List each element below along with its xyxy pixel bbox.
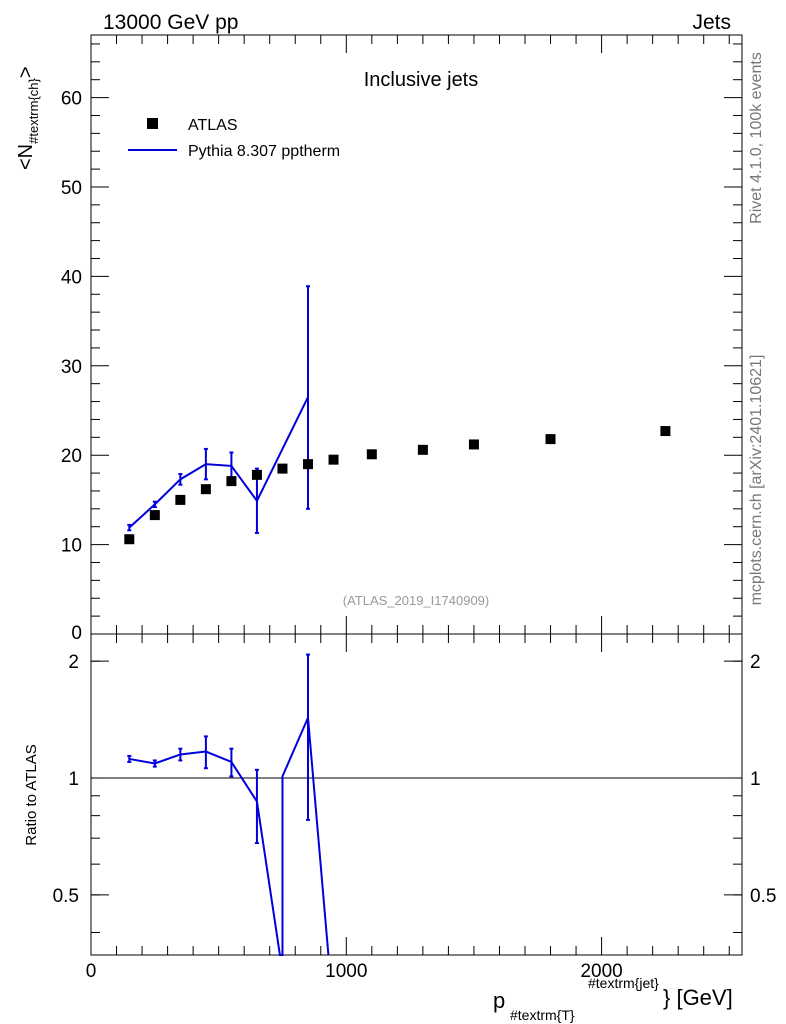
ratio-tick-label: 2 xyxy=(68,652,79,673)
ratio-tick-label-right: 2 xyxy=(750,652,761,673)
y-axis-label-main: <N xyxy=(15,144,37,170)
ratio-axis-ticks: 0.5 0.5 1 1 2 2 xyxy=(53,652,776,933)
x-tick-label: 1000 xyxy=(325,961,367,982)
rivet-label: Rivet 4.1.0, 100k events xyxy=(748,52,765,224)
x-axis-label-unit: } [GeV] xyxy=(663,985,733,1010)
y-tick-label: 0 xyxy=(71,623,82,644)
x-axis-label-sup: #textrm{jet} xyxy=(588,975,659,991)
atlas-point xyxy=(175,494,186,505)
ratio-data-layer xyxy=(127,653,330,956)
legend-pythia-label: Pythia 8.307 pptherm xyxy=(188,143,340,160)
y-tick-label: 10 xyxy=(61,536,82,557)
main-data-layer xyxy=(124,285,671,545)
header-right: Jets xyxy=(692,11,731,34)
y-tick-label: 30 xyxy=(61,357,82,378)
x-tick-label: 0 xyxy=(86,961,97,982)
pythia-line xyxy=(128,396,309,529)
legend-atlas-marker xyxy=(147,118,158,129)
atlas-point xyxy=(366,449,377,460)
plot-title: Inclusive jets xyxy=(364,69,479,91)
legend-atlas-label: ATLAS xyxy=(188,117,238,134)
atlas-point xyxy=(226,476,237,487)
ratio-tick-label-right: 0.5 xyxy=(750,886,776,907)
ratio-tick-label-right: 1 xyxy=(750,769,761,790)
y-tick-label: 50 xyxy=(61,178,82,199)
main-axis-ticks: 0 10 20 30 40 50 60 xyxy=(61,43,742,644)
atlas-point xyxy=(545,434,556,445)
atlas-point xyxy=(124,534,135,545)
legend: ATLAS Pythia 8.307 pptherm xyxy=(128,117,340,160)
atlas-point xyxy=(200,484,211,495)
x-axis-ticks: 0 1000 2000 xyxy=(86,35,730,982)
mcplots-label: mcplots.cern.ch [arXiv:2401.10621] xyxy=(748,355,765,606)
y-axis-label: <N#textrm{ch}> xyxy=(15,66,41,170)
ratio-tick-label: 1 xyxy=(68,769,79,790)
atlas-point xyxy=(277,463,288,474)
atlas-point xyxy=(303,459,313,470)
atlas-point xyxy=(660,426,671,437)
atlas-point xyxy=(328,454,339,465)
x-axis-label-p: p xyxy=(493,988,505,1013)
atlas-point xyxy=(149,510,160,521)
atlas-point xyxy=(468,439,479,450)
y-axis-label-sub: #textrm{ch} xyxy=(26,77,41,143)
y-axis-label-close: > xyxy=(15,66,37,78)
y-tick-label: 60 xyxy=(61,89,82,110)
y-tick-label: 20 xyxy=(61,446,82,467)
x-axis-label-sub: #textrm{T} xyxy=(510,1007,575,1023)
y-tick-label: 40 xyxy=(61,267,82,288)
ratio-y-axis-label: Ratio to ATLAS xyxy=(23,744,40,845)
ratio-plot-frame xyxy=(90,633,743,956)
analysis-watermark: (ATLAS_2019_I1740909) xyxy=(343,593,489,608)
atlas-point xyxy=(251,469,262,480)
ratio-tick-label: 0.5 xyxy=(53,886,79,907)
ratio-line xyxy=(129,717,330,956)
header-left: 13000 GeV pp xyxy=(103,11,238,34)
atlas-point xyxy=(417,444,428,455)
x-tick-label: 2000 xyxy=(580,961,622,982)
